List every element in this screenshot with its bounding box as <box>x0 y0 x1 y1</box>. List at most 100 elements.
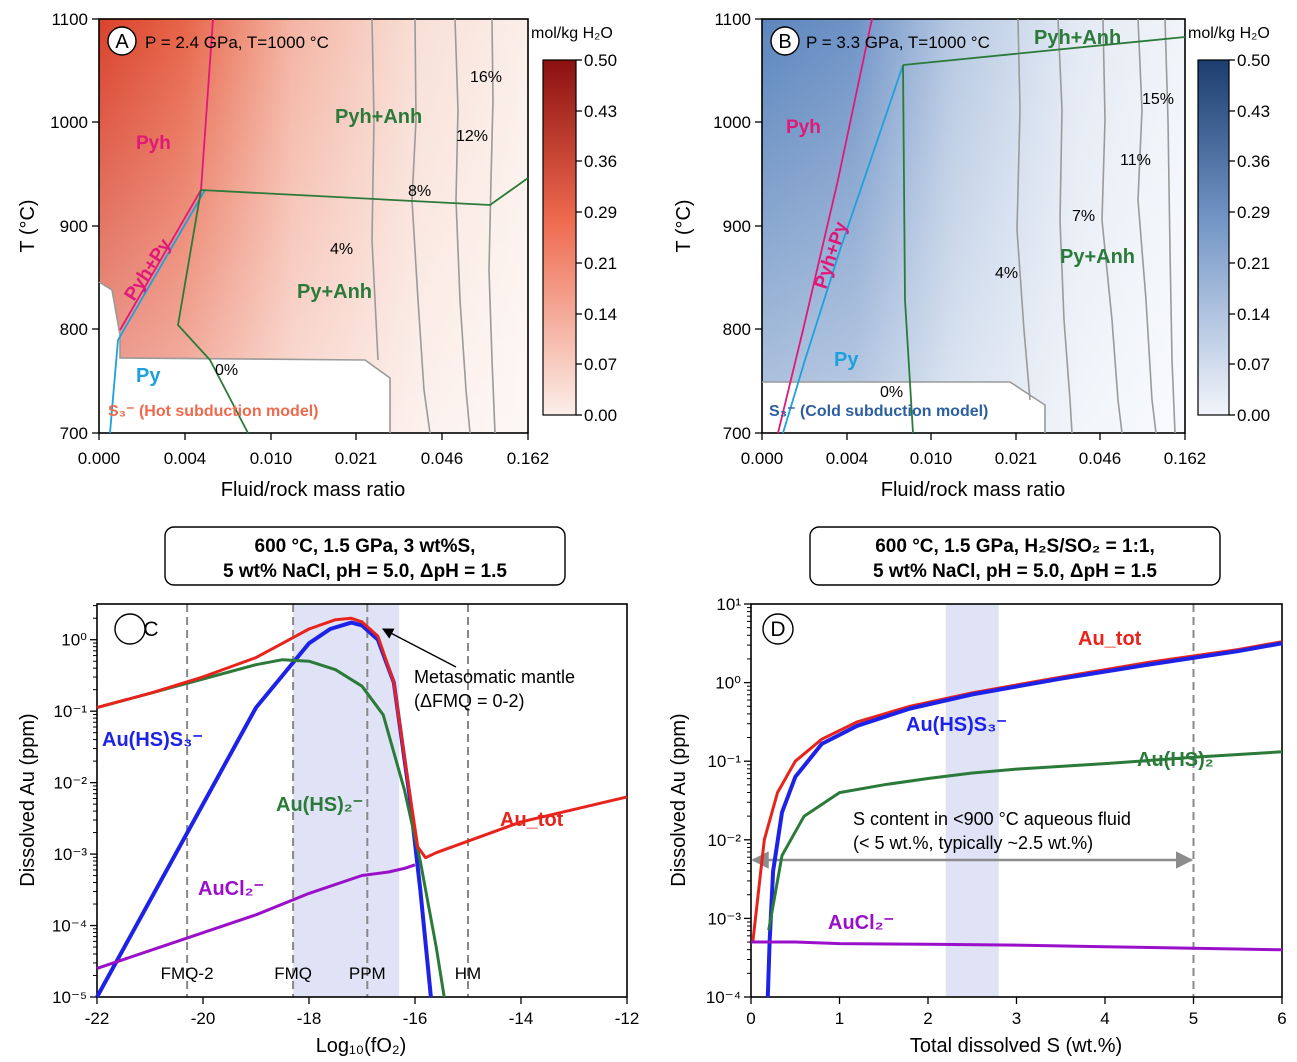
panel-b-isopleth-label: 11% <box>1120 152 1151 169</box>
panel-c-badge <box>114 613 146 645</box>
panel-c-ytick-label: 10⁻⁵ <box>52 988 87 1007</box>
panel-b-xtick-label: 0.021 <box>995 449 1038 468</box>
panel-a-colorbar-label: mol/kg H₂O <box>531 25 613 42</box>
panel-c-series-purple <box>96 863 416 970</box>
panel-d-xtick-label: 0 <box>746 1009 755 1028</box>
panel-d-series-red <box>751 640 1283 943</box>
panel-a-boundary-py <box>109 189 206 434</box>
panel-b-xtick-label: 0.046 <box>1079 449 1122 468</box>
panel-b-field-pyh-anh: Pyh+Anh <box>1034 27 1121 49</box>
panel-b-isopleth <box>1057 18 1073 434</box>
panel-d-xlabel: Total dissolved S (wt.%) <box>910 1035 1122 1057</box>
panel-c-ytick-label: 10⁻² <box>53 774 87 793</box>
panel-a-isopleth-label: 0% <box>215 362 238 379</box>
panel-b-colorbar-tick: 0.29 <box>1237 203 1270 222</box>
panel-b-xtick-label: 0.000 <box>741 449 784 468</box>
panel-a-conditions: P = 2.4 GPa, T=1000 °C <box>145 33 329 52</box>
panel-b-letter: B <box>778 31 791 53</box>
panel-b-isopleth <box>762 381 1046 433</box>
panel-b-badge <box>770 26 800 56</box>
panel-b-colorbar-tick: 0.00 <box>1237 406 1270 425</box>
panel-d-annotation-line1: S content in <900 °C aqueous fluid <box>853 809 1131 829</box>
panel-a-isopleth <box>488 18 496 434</box>
panel-a-field-pyh-anh: Pyh+Anh <box>335 106 422 128</box>
panel-b-isopleth-label: 7% <box>1072 208 1095 225</box>
panel-c-annotation-line2: (ΔFMQ = 0-2) <box>414 691 525 711</box>
panel-c-vline-label: HM <box>455 964 481 983</box>
panel-c-header-line2: 5 wt% NaCl, pH = 5.0, ΔpH = 1.5 <box>223 561 507 582</box>
panel-a-xtick-label: 0.000 <box>78 449 121 468</box>
panel-a-xtick-label: 0.010 <box>250 449 293 468</box>
panel-d-frame <box>750 603 1283 998</box>
panel-b-field-py-anh: Py+Anh <box>1060 246 1135 268</box>
panel-d-series-purple <box>751 940 1283 952</box>
panel-b-xticks: 0.000 0.004 0.010 0.021 0.046 0.162 <box>741 433 1207 468</box>
panel-a-colorbar-tick: 0.00 <box>584 406 617 425</box>
panel-c-label-auhss3: Au(HS)S₃⁻ <box>102 729 203 751</box>
panel-d-ytick-label: 10⁻¹ <box>707 752 741 771</box>
panel-d-xtick-label: 5 <box>1189 1009 1198 1028</box>
panel-b-colorbar-tick: 0.21 <box>1237 254 1270 273</box>
panel-d-xtick-label: 1 <box>835 1009 844 1028</box>
panel-a-isopleth <box>454 18 471 434</box>
panel-d-label-aucl2: AuCl₂⁻ <box>828 912 894 934</box>
panel-d-ylabel: Dissolved Au (ppm) <box>668 713 690 886</box>
panel-a-isopleth-label: 4% <box>330 241 353 258</box>
panel-b-xlabel: Fluid/rock mass ratio <box>881 479 1066 501</box>
panel-c-ytick-label: 10⁰ <box>61 631 87 650</box>
panel-a-xtick-label: 0.021 <box>335 449 378 468</box>
panel-a-heatmap-fade <box>99 19 528 433</box>
panel-b-isopleth <box>1164 18 1176 434</box>
panel-d-label-auhss3: Au(HS)S₃⁻ <box>906 714 1007 736</box>
panel-b-boundary-anh <box>902 36 1186 434</box>
panel-b-colorbar-ticks: 0.00 0.07 0.14 0.21 0.29 0.36 0.43 0.50 <box>1229 51 1270 425</box>
panel-b-colorbar-label: mol/kg H₂O <box>1188 25 1270 42</box>
panel-a-colorbar <box>542 59 577 416</box>
panel-c-xtick-label: -16 <box>403 1009 428 1028</box>
panel-a-isopleth-label: 8% <box>408 183 431 200</box>
panel-d-annotation-line2: (< 5 wt.%, typically ~2.5 wt.%) <box>853 833 1093 853</box>
panel-a-colorbar-tick: 0.07 <box>584 355 617 374</box>
panel-c-band <box>293 604 400 997</box>
panel-a-isopleth <box>411 18 431 434</box>
panel-a-xtick-label: 0.162 <box>507 449 550 468</box>
panel-c-xtick-label: -18 <box>297 1009 322 1028</box>
panel-b-model-label: S₃⁻ (Cold subduction model) <box>769 403 988 420</box>
panel-b-ytick-label: 800 <box>723 320 751 339</box>
panel-d-label-auhs2: Au(HS)₂⁻ <box>1137 749 1224 771</box>
panel-b: B P = 3.3 GPa, T=1000 °C 15% 11% 7% 4% 0… <box>673 10 1270 501</box>
panel-a-ylabel: T (°C) <box>17 199 39 252</box>
panel-b-boundary-py <box>782 64 904 434</box>
panel-d-ytick-label: 10⁻² <box>707 831 741 850</box>
panel-b-xtick-label: 0.004 <box>826 449 869 468</box>
panel-a-xticks: 0.000 0.004 0.010 0.021 0.046 0.162 <box>78 433 550 468</box>
panel-d-badge <box>762 613 794 645</box>
panel-d-band <box>945 604 999 997</box>
panel-c-header-line1: 600 °C, 1.5 GPa, 3 wt%S, <box>255 536 476 557</box>
panel-c: 600 °C, 1.5 GPa, 3 wt%S, 5 wt% NaCl, pH … <box>17 526 639 1057</box>
panel-b-isopleth <box>1016 18 1031 401</box>
panel-c-series-green <box>96 658 446 998</box>
panel-a-colorbar-ticks: 0.00 0.07 0.14 0.21 0.29 0.36 0.43 0.50 <box>576 51 617 425</box>
panel-a-colorbar-tick: 0.29 <box>584 203 617 222</box>
panel-b-isopleth <box>1101 18 1123 434</box>
panel-b-xtick-label: 0.162 <box>1164 449 1207 468</box>
panel-c-plot: FMQ-2 FMQ PPM HM -22 -20 -18 -16 -14 -12 10⁻⁵ 10⁻⁴ 1… <box>52 603 639 1028</box>
panel-b-heatmap-fade <box>762 19 1185 433</box>
panel-a-field-py-anh: Py+Anh <box>297 281 372 303</box>
panel-d-xtick-label: 6 <box>1277 1009 1286 1028</box>
panel-b-ytick-label: 900 <box>723 217 751 236</box>
panel-c-annotation-line1: Metasomatic mantle <box>414 667 575 687</box>
panel-c-label-aucl2: AuCl₂⁻ <box>198 878 264 900</box>
panel-c-ytick-label: 10⁻¹ <box>53 702 87 721</box>
panel-d-plot: 0 1 2 3 4 5 6 10⁻⁴ 10⁻³ 10⁻² 10⁻¹ 10⁰ 10¹ <box>706 595 1287 1028</box>
panel-b-ytick-label: 700 <box>723 424 751 443</box>
panel-d-header-line2: 5 wt% NaCl, pH = 5.0, ΔpH = 1.5 <box>873 561 1157 582</box>
panel-a-xlabel: Fluid/rock mass ratio <box>221 479 406 501</box>
panel-b-xtick-label: 0.010 <box>910 449 953 468</box>
panel-a-field-pyh: Pyh <box>136 133 171 154</box>
panel-d-xtick-label: 4 <box>1100 1009 1109 1028</box>
panel-b-colorbar-tick: 0.50 <box>1237 51 1270 70</box>
panel-a-xtick-label: 0.004 <box>164 449 207 468</box>
